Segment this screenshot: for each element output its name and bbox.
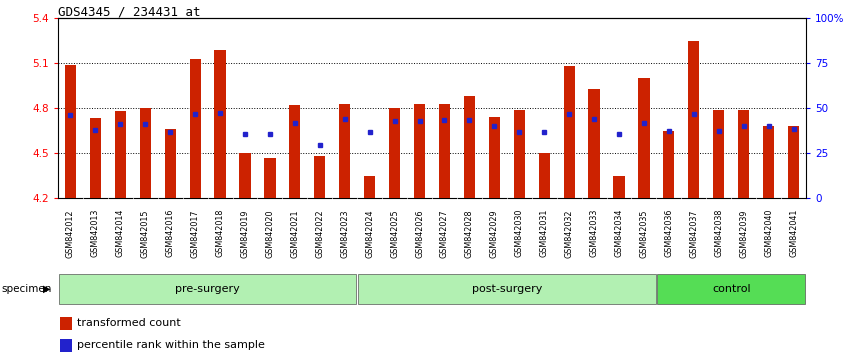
Bar <box>539 153 550 198</box>
Text: GSM842021: GSM842021 <box>290 209 299 258</box>
Text: GSM842023: GSM842023 <box>340 209 349 258</box>
Text: GSM842014: GSM842014 <box>116 209 125 257</box>
Bar <box>657 274 805 304</box>
Text: GSM842022: GSM842022 <box>316 209 324 258</box>
Text: GSM842032: GSM842032 <box>564 209 574 258</box>
Text: GSM842027: GSM842027 <box>440 209 449 258</box>
Text: GSM842028: GSM842028 <box>465 209 474 258</box>
Text: GSM842036: GSM842036 <box>664 209 673 257</box>
Text: GDS4345 / 234431_at: GDS4345 / 234431_at <box>58 5 201 18</box>
Text: control: control <box>711 284 750 294</box>
Bar <box>788 126 799 198</box>
Bar <box>688 40 700 198</box>
Bar <box>314 156 326 198</box>
Bar <box>464 96 475 198</box>
Bar <box>60 338 72 352</box>
Bar <box>763 126 774 198</box>
Text: specimen: specimen <box>2 284 52 294</box>
Bar <box>389 108 400 198</box>
Bar <box>165 129 176 198</box>
Bar <box>339 103 350 198</box>
Bar <box>58 274 356 304</box>
Text: GSM842016: GSM842016 <box>166 209 175 257</box>
Bar <box>663 131 674 198</box>
Bar <box>364 176 376 198</box>
Text: GSM842012: GSM842012 <box>66 209 75 258</box>
Bar <box>358 274 656 304</box>
Text: GSM842035: GSM842035 <box>640 209 648 258</box>
Bar <box>639 78 650 198</box>
Text: GSM842017: GSM842017 <box>190 209 200 258</box>
Text: GSM842040: GSM842040 <box>764 209 773 257</box>
Bar <box>713 109 724 198</box>
Text: GSM842029: GSM842029 <box>490 209 499 258</box>
Bar <box>613 176 624 198</box>
Bar <box>414 103 426 198</box>
Text: GSM842041: GSM842041 <box>789 209 798 257</box>
Text: transformed count: transformed count <box>77 318 180 328</box>
Text: GSM842034: GSM842034 <box>614 209 624 257</box>
Text: GSM842037: GSM842037 <box>689 209 698 258</box>
Text: post-surgery: post-surgery <box>471 284 542 294</box>
Bar <box>289 105 300 198</box>
Text: GSM842013: GSM842013 <box>91 209 100 257</box>
Text: GSM842026: GSM842026 <box>415 209 424 258</box>
Bar <box>439 103 450 198</box>
Bar <box>90 119 101 198</box>
Bar <box>514 109 525 198</box>
Text: GSM842020: GSM842020 <box>266 209 274 258</box>
Text: GSM842018: GSM842018 <box>216 209 224 257</box>
Text: GSM842015: GSM842015 <box>140 209 150 258</box>
Text: GSM842025: GSM842025 <box>390 209 399 258</box>
Bar <box>239 153 250 198</box>
Bar <box>60 316 72 330</box>
Text: percentile rank within the sample: percentile rank within the sample <box>77 340 265 350</box>
Text: GSM842024: GSM842024 <box>365 209 374 258</box>
Bar <box>563 66 574 198</box>
Bar <box>489 117 500 198</box>
Bar <box>589 88 600 198</box>
Text: GSM842019: GSM842019 <box>240 209 250 258</box>
Bar <box>738 109 750 198</box>
Bar <box>65 64 76 198</box>
Bar <box>140 108 151 198</box>
Text: ▶: ▶ <box>43 284 50 294</box>
Bar <box>115 111 126 198</box>
Bar <box>190 58 201 198</box>
Text: GSM842030: GSM842030 <box>514 209 524 257</box>
Text: GSM842038: GSM842038 <box>714 209 723 257</box>
Text: pre-surgery: pre-surgery <box>175 284 240 294</box>
Text: GSM842031: GSM842031 <box>540 209 549 257</box>
Text: GSM842033: GSM842033 <box>590 209 599 257</box>
Text: GSM842039: GSM842039 <box>739 209 748 258</box>
Bar <box>214 50 226 198</box>
Bar <box>264 158 276 198</box>
